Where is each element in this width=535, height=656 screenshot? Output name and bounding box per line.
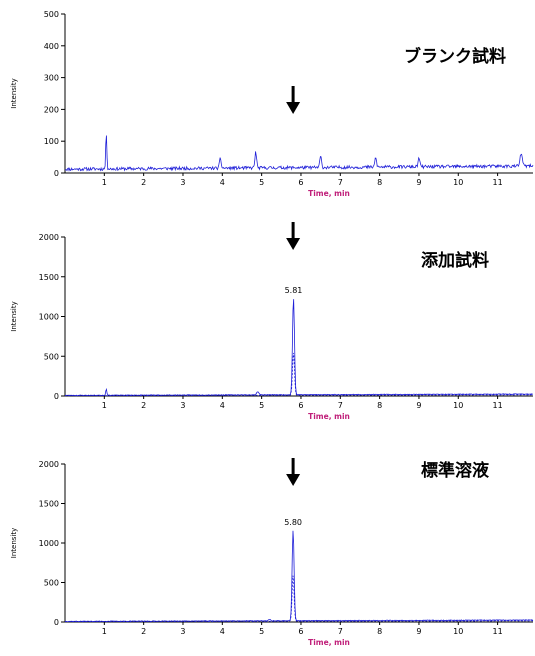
y-tick-label: 0 [54, 618, 59, 627]
x-tick-label: 1 [102, 178, 107, 187]
y-tick-label: 1500 [39, 500, 59, 509]
x-tick-label: 8 [377, 178, 382, 187]
x-tick-label: 8 [377, 401, 382, 410]
y-tick-label: 1500 [39, 273, 59, 282]
x-tick-label: 4 [220, 401, 225, 410]
y-tick-label: 0 [54, 392, 59, 401]
x-tick-label: 8 [377, 627, 382, 636]
y-tick-label: 500 [44, 579, 59, 588]
x-tick-label: 9 [416, 178, 421, 187]
x-tick-label: 5 [259, 178, 264, 187]
x-tick-label: 1 [102, 627, 107, 636]
x-tick-label: 6 [298, 401, 303, 410]
chart-panel-3: 0 500 1000 1500 2000 1 2 3 4 5 6 7 8 9 10 11 Intensity Ti… [10, 458, 534, 647]
trace-line-2 [64, 575, 534, 623]
x-tick-label: 5 [259, 627, 264, 636]
trace-line-1 [64, 530, 534, 623]
sample-title: 標準溶液 [421, 460, 489, 481]
x-axis-title: Time, min [308, 189, 350, 198]
trace-line-2 [64, 352, 534, 397]
down-arrow-icon [286, 102, 301, 114]
y-tick-label: 100 [44, 137, 59, 146]
x-tick-label: 7 [338, 178, 343, 187]
x-tick-label: 7 [338, 627, 343, 636]
x-tick-label: 11 [493, 178, 503, 187]
x-tick-label: 9 [416, 401, 421, 410]
x-tick-label: 11 [493, 627, 503, 636]
y-tick-label: 500 [44, 352, 59, 361]
y-tick-label: 0 [54, 169, 59, 178]
x-tick-label: 9 [416, 627, 421, 636]
trace-line-1 [64, 299, 534, 397]
x-tick-label: 1 [102, 401, 107, 410]
x-tick-label: 10 [453, 178, 463, 187]
y-axis-title: Intensity [10, 528, 18, 558]
y-axis-title: Intensity [10, 301, 18, 331]
y-tick-label: 400 [44, 42, 59, 51]
x-tick-label: 3 [180, 178, 185, 187]
y-tick-label: 2000 [39, 460, 59, 469]
y-tick-label: 300 [44, 74, 59, 83]
chart-panel-1: 0 100 200 300 400 500 1 2 3 4 5 6 7 8 9 10 11 Intensity Ti… [10, 10, 534, 198]
x-tick-label: 3 [180, 627, 185, 636]
y-tick-label: 500 [44, 10, 59, 19]
down-arrow-icon [286, 474, 301, 486]
sample-title: 添加試料 [421, 250, 489, 271]
x-tick-label: 7 [338, 401, 343, 410]
x-tick-label: 3 [180, 401, 185, 410]
x-tick-label: 11 [493, 401, 503, 410]
x-axis-title: Time, min [308, 412, 350, 421]
x-tick-label: 2 [141, 401, 146, 410]
chart-panel-2: 0 500 1000 1500 2000 1 2 3 4 5 6 7 8 9 10 11 Intensity Ti… [10, 222, 534, 421]
y-tick-label: 1000 [39, 313, 59, 322]
x-tick-label: 4 [220, 178, 225, 187]
y-tick-label: 2000 [39, 233, 59, 242]
x-tick-label: 2 [141, 627, 146, 636]
y-tick-label: 1000 [39, 539, 59, 548]
x-tick-label: 6 [298, 627, 303, 636]
x-tick-label: 5 [259, 401, 264, 410]
x-tick-label: 10 [453, 401, 463, 410]
sample-title: ブランク試料 [404, 46, 506, 67]
x-tick-label: 4 [220, 627, 225, 636]
down-arrow-icon [286, 238, 301, 250]
trace-line-1 [64, 135, 534, 172]
peak-label: 5.80 [284, 518, 302, 527]
x-tick-label: 6 [298, 178, 303, 187]
x-tick-label: 2 [141, 178, 146, 187]
x-axis-title: Time, min [308, 638, 350, 647]
y-axis-title: Intensity [10, 78, 18, 108]
peak-label: 5.81 [285, 286, 303, 295]
x-tick-label: 10 [453, 627, 463, 636]
y-tick-label: 200 [44, 105, 59, 114]
